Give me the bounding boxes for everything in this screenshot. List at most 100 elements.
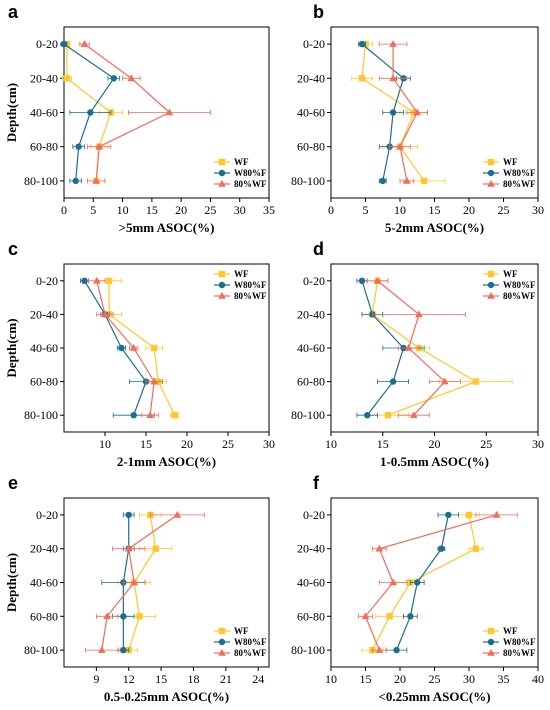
data-point [403,176,411,184]
data-point [171,412,178,419]
x-tick-label: 15 [155,672,167,686]
data-point [414,579,421,586]
data-point [81,277,88,284]
legend-marker [487,627,495,635]
series-W80%F [358,40,411,185]
x-tick-label: 10 [99,437,111,451]
data-point [110,75,117,82]
y-tick-label: 0-20 [303,37,325,51]
y-tick-label: 20-40 [30,307,58,321]
data-point [404,344,413,351]
data-point [95,142,103,150]
y-tick-label: 80-100 [24,643,58,657]
series-80%WF [366,276,466,418]
x-tick-label: 10 [394,203,406,217]
y-axis-label: Depth(cm) [4,318,19,377]
data-point [80,40,89,47]
panel-d: d 10 15 20 25 30 0-20 20-40 40-60 60-80 80-100 1-0.… [291,239,544,469]
legend-marker [218,292,226,299]
data-point [389,378,397,385]
data-point [173,510,182,518]
data-point [396,142,404,150]
legend-label: 80%WF [234,291,267,301]
y-tick-label: 20-40 [297,307,325,321]
data-point [120,613,127,620]
legend-marker [218,638,226,646]
x-tick-label: 0 [61,203,67,217]
x-tick-label: 25 [480,437,492,451]
y-tick-label: 80-100 [291,643,325,657]
x-tick-label: 18 [187,672,199,686]
data-point [165,108,174,116]
data-point [373,276,382,284]
data-point [465,511,473,519]
x-tick-label: 35 [263,203,275,217]
data-point [103,612,111,620]
data-point [386,613,393,620]
data-point [120,646,127,654]
data-point [420,177,428,185]
y-tick-label: 60-80 [297,609,325,623]
legend-label: 80%WF [503,179,536,189]
y-tick-label: 0-20 [36,508,58,522]
x-tick-label: 15 [429,203,441,217]
data-point [415,310,423,318]
legend-marker [487,281,495,289]
x-axis-label: <0.25mm ASOC(%) [378,689,490,704]
legend-label: WF [234,269,249,279]
data-point [125,511,132,519]
data-point [151,344,158,352]
x-tick-label: 40 [532,672,544,686]
x-tick-label: 25 [222,437,234,451]
y-tick-label: 40-60 [30,106,58,120]
y-tick-label: 20-40 [297,71,325,85]
x-axis-label: 0.5-0.25mm ASOC(%) [104,689,229,704]
series-80%WF [358,510,518,653]
x-tick-label: 25 [204,203,216,217]
y-tick-label: 20-40 [30,71,58,85]
x-tick-label: 30 [463,672,475,686]
panel-letter-e: e [8,473,18,493]
data-point [150,377,158,385]
x-tick-label: 15 [360,672,372,686]
legend-label: WF [503,269,518,279]
legend-label: WF [234,626,249,636]
data-point [379,177,386,185]
series-W80%F [60,40,121,185]
x-tick-label: 5 [90,203,96,217]
x-tick-label: 20 [181,437,193,451]
x-tick-label: 35 [498,672,510,686]
x-tick-label: 25 [498,203,510,217]
x-tick-label: 5 [363,203,369,217]
data-point [124,544,133,552]
x-axis-label: 1-0.5mm ASOC(%) [380,454,489,469]
panel-c: c 10 15 20 25 30 0-20 20-40 40-60 60-80 80-100 2-1m… [4,239,275,469]
data-point [361,612,370,620]
panel-f: f 10 15 20 25 30 35 40 0-20 20-40 40-60 60-80 80-100… [291,473,544,704]
x-tick-label: 15 [146,203,158,217]
x-axis-label: 5-2mm ASOC(%) [385,220,484,235]
panel-letter-f: f [313,473,320,493]
series-80%WF [88,276,163,418]
data-point [384,412,392,419]
data-point [389,578,397,586]
data-point [492,510,501,518]
panel-e: e 9 12 15 18 21 24 0-20 20-40 40-60 60-80 80-100 0.5… [4,473,270,704]
legend-label: 80%WF [503,648,536,658]
x-tick-label: 25 [429,672,441,686]
data-point [60,40,68,48]
data-point [101,310,109,318]
legend-marker [218,169,226,177]
panel-letter-b: b [313,2,324,22]
series-80%WF [79,40,211,184]
legend-marker [218,649,226,656]
data-point [413,108,422,116]
x-tick-label: 20 [463,203,475,217]
legend-marker [487,270,495,278]
y-tick-label: 80-100 [291,174,325,188]
y-tick-label: 0-20 [36,274,58,288]
y-tick-label: 60-80 [30,140,58,154]
